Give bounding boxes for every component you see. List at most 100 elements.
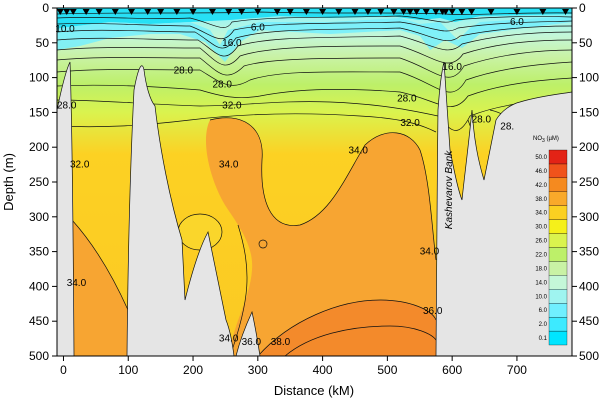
y-tick-label-right: 50 (579, 36, 593, 50)
y-tick-label: 400 (29, 279, 49, 293)
colorbar-level-label: 30.0 (535, 225, 547, 231)
contour-label: 28.0 (472, 114, 492, 125)
deep-core-orange (205, 117, 436, 356)
colorbar-level-label: 34.0 (535, 211, 547, 217)
station-marker (208, 9, 216, 15)
station-marker (189, 9, 197, 15)
y-tick-label: 450 (29, 314, 49, 328)
station-marker (254, 9, 262, 15)
colorbar-swatch (548, 275, 568, 290)
colorbar-level-label: 2.0 (539, 322, 548, 328)
y-axis: 0 0 50 50 100 100 150 150 200 200 250 250 300 300 350 3… (29, 1, 599, 363)
colorbar-swatch (548, 261, 568, 276)
colorbar-swatch (548, 303, 568, 318)
colorbar-labels: 0.1 2.0 6.0 10.0 14.0 18.0 22.0 26.0 30.0 34.0 38.… (535, 155, 547, 342)
y-tick-label: 300 (29, 210, 49, 224)
colorbar-swatch (548, 330, 568, 346)
station-marker (286, 9, 294, 15)
y-tick-label: 500 (29, 349, 49, 363)
surface-band-light (57, 16, 572, 62)
contour-label: 16.0 (442, 62, 462, 73)
station-marker (63, 9, 71, 15)
station-marker (69, 9, 77, 15)
station-marker (82, 9, 90, 15)
colorbar-swatch (548, 149, 568, 165)
station-marker (302, 9, 310, 15)
x-tick-label: 300 (248, 363, 268, 377)
contour-label: 34.0 (67, 278, 87, 289)
station-marker (442, 9, 450, 15)
y-tick-label-right: 0 (579, 1, 586, 15)
colorbar-swatch (548, 177, 568, 192)
contour-label: 10.0 (55, 24, 75, 35)
station-markers (56, 9, 570, 15)
station-marker (173, 9, 181, 15)
colorbar-swatch (548, 219, 568, 234)
station-marker (448, 9, 456, 15)
station-marker (562, 9, 570, 15)
contour-label: 38.0 (271, 337, 291, 348)
colorbar: NO3 (µM) 0.1 2.0 6.0 10.0 14.0 18.0 22.0 26.0 30… (533, 136, 568, 346)
y-tick-label-right: 450 (579, 314, 599, 328)
colorbar-swatch (548, 233, 568, 248)
colorbar-swatch (548, 205, 568, 220)
x-tick-label: 0 (60, 363, 67, 377)
station-marker (377, 9, 385, 15)
station-marker (56, 9, 64, 15)
y-tick-label: 350 (29, 245, 49, 259)
station-marker (225, 9, 233, 15)
y-tick-label-right: 500 (579, 349, 599, 363)
y-tick-label-right: 200 (579, 140, 599, 154)
station-marker (319, 9, 327, 15)
station-marker (513, 9, 521, 15)
station-marker (406, 9, 414, 15)
station-marker (127, 9, 135, 15)
y-tick-label-right: 400 (579, 279, 599, 293)
station-marker (238, 9, 246, 15)
contour-label: 28.0 (57, 100, 77, 111)
contour-label: 32.0 (70, 160, 90, 171)
colorbar-level-label: 50.0 (535, 155, 547, 161)
colorbar-swatch (548, 289, 568, 304)
station-marker (400, 9, 408, 15)
contour-label: 28.0 (212, 80, 232, 91)
station-marker (390, 9, 398, 15)
contour-label: 34.0 (219, 334, 239, 345)
station-marker (539, 9, 547, 15)
x-axis: 0 100 200 300 400 500 600 700 (60, 5, 527, 377)
station-marker (95, 9, 103, 15)
contour-label: 28. (500, 121, 514, 132)
contour-labels: 10.0 6.0 16.0 6.0 16.0 28.0 28.0 28.0 32.0 28.0 32… (55, 17, 524, 348)
deep-core-max (258, 300, 436, 356)
colorbar-swatch (548, 191, 568, 206)
contour-label: 34.0 (420, 247, 440, 258)
colorbar-level-label: 38.0 (535, 197, 547, 203)
colorbar-swatch (548, 163, 568, 179)
colorbar-level-label: 42.0 (535, 183, 547, 189)
x-tick-label: 100 (118, 363, 138, 377)
y-tick-label: 0 (42, 1, 49, 15)
station-marker (458, 9, 466, 15)
x-tick-label: 400 (313, 363, 333, 377)
station-marker (111, 9, 119, 15)
station-marker (364, 9, 372, 15)
y-tick-label: 50 (36, 36, 50, 50)
x-tick-label: 500 (377, 363, 397, 377)
contour-label: 6.0 (510, 17, 524, 28)
plot-area (57, 8, 572, 356)
contour-label: 36.0 (242, 337, 262, 348)
colorbar-level-label: 14.0 (535, 280, 547, 286)
colorbar-swatches (548, 149, 568, 346)
y-axis-title: Depth (m) (1, 153, 16, 211)
colorbar-swatch (548, 316, 568, 332)
y-tick-label: 200 (29, 140, 49, 154)
y-tick-label-right: 350 (579, 245, 599, 259)
x-tick-label: 700 (507, 363, 527, 377)
y-tick-label-right: 300 (579, 210, 599, 224)
kashevarov-bank-label: Kashevarov Bank (444, 150, 455, 229)
y-tick-label: 150 (29, 105, 49, 119)
topography (57, 61, 572, 356)
station-marker (335, 9, 343, 15)
contour-label: 6.0 (251, 22, 265, 33)
